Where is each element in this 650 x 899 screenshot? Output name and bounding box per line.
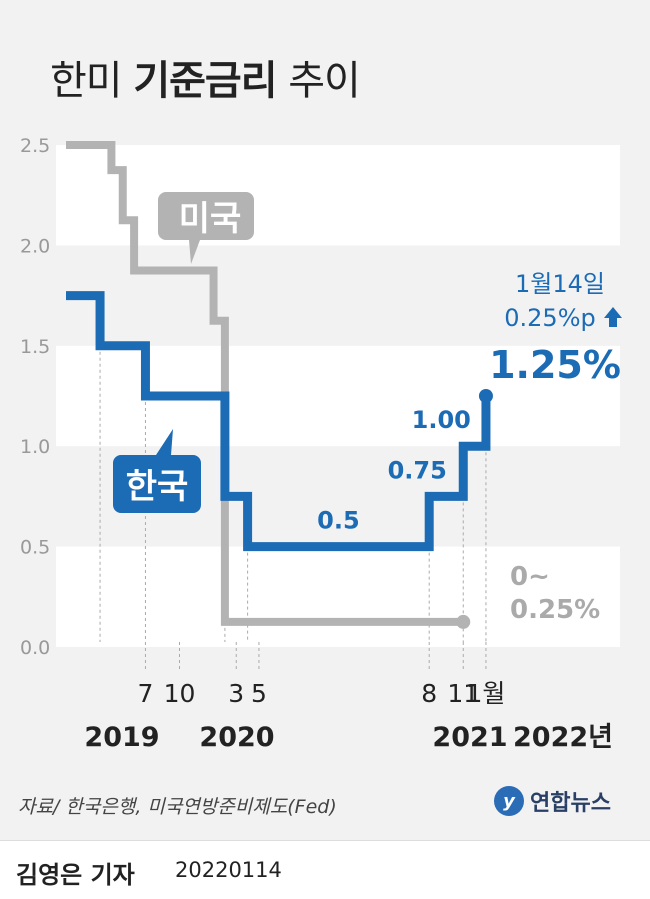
x-year-label: 2019 <box>84 722 159 753</box>
y-tick-label: 1.5 <box>20 336 50 358</box>
y-tick-label: 0.0 <box>20 637 50 659</box>
x-tick-label: 10 <box>164 679 196 708</box>
annotation-change: 0.25%p <box>504 304 595 332</box>
footer: 김영은 기자 20220114 <box>0 840 650 899</box>
data-label-korea: 1.00 <box>412 406 471 434</box>
x-tick-label: 3 <box>228 679 244 708</box>
y-tick-label: 0.5 <box>20 537 50 559</box>
x-year-label: 2021 <box>432 722 507 753</box>
x-year-label: 2022년 <box>513 722 613 753</box>
legend-bubble-us <box>158 192 254 264</box>
x-tick-label: 7 <box>137 679 153 708</box>
publish-date: 20220114 <box>175 858 282 882</box>
chart-title: 한미 기준금리 추이 <box>50 48 361 106</box>
y-tick-label: 2.0 <box>20 235 50 257</box>
series-line-us <box>66 141 464 626</box>
x-tick-label: 11 <box>447 679 479 708</box>
logo-mark: y <box>494 786 524 816</box>
series-endpoint-korea <box>478 389 493 403</box>
end-label-us-line1: 0~ <box>510 562 550 592</box>
reporter-name: 김영은 기자 <box>16 861 135 889</box>
rate-chart: 0.00.51.01.52.02.5미국한국0.50.751.000~0.25%… <box>20 135 622 753</box>
y-tick-label: 2.5 <box>20 135 50 157</box>
x-tick-label: 5 <box>251 679 267 708</box>
title-part-bold: 기준금리 <box>133 58 277 104</box>
annotation-date: 1월14일 <box>515 270 605 298</box>
data-label-korea: 0.5 <box>317 507 360 535</box>
up-arrow-icon <box>604 307 622 327</box>
series-line-korea <box>66 291 491 552</box>
title-part-1: 한미 <box>50 58 134 104</box>
end-label-us-line2: 0.25% <box>510 595 600 625</box>
series-endpoint-us <box>456 614 471 629</box>
title-part-2: 추이 <box>276 58 361 104</box>
legend-label-korea: 한국 <box>126 467 189 507</box>
x-tick-label: 1월 <box>466 679 505 708</box>
grid-band <box>56 546 620 647</box>
data-label-korea: 0.75 <box>388 456 447 484</box>
source-note: 자료/ 한국은행, 미국연방준비제도(Fed) <box>18 796 337 818</box>
x-year-label: 2020 <box>199 722 274 753</box>
yonhap-logo: y 연합뉴스 <box>494 785 611 817</box>
logo-text: 연합뉴스 <box>530 791 611 816</box>
x-tick-label: 8 <box>421 679 437 708</box>
grid-band <box>56 145 620 246</box>
annotation-value: 1.25% <box>489 343 621 387</box>
legend-bubble-korea <box>113 429 201 513</box>
legend-label-us: 미국 <box>179 199 242 239</box>
y-tick-label: 1.0 <box>20 436 50 458</box>
